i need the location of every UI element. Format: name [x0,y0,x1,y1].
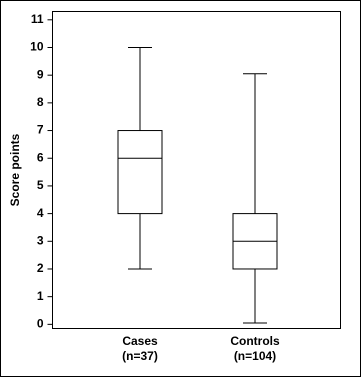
plot-frame [52,11,341,329]
y-tick-label: 1 [37,289,44,303]
y-tick-label: 6 [37,150,44,164]
y-tick-label: 8 [37,95,44,109]
y-axis-label: Score points [8,133,22,206]
x-tick-label: Controls [230,334,280,348]
y-tick-label: 5 [37,178,44,192]
y-tick-label: 9 [37,67,44,81]
x-tick-note: (n=104) [234,349,276,363]
y-tick-label: 0 [37,317,44,331]
y-tick-label: 7 [37,123,44,137]
box [117,130,163,215]
y-tick-label: 3 [37,233,44,247]
y-tick-label: 2 [37,261,44,275]
x-tick-label: Cases [122,334,158,348]
y-tick-label: 4 [37,206,44,220]
y-tick-label: 11 [31,12,44,26]
x-tick-note: (n=37) [122,349,158,363]
y-tick-label: 10 [30,40,44,54]
